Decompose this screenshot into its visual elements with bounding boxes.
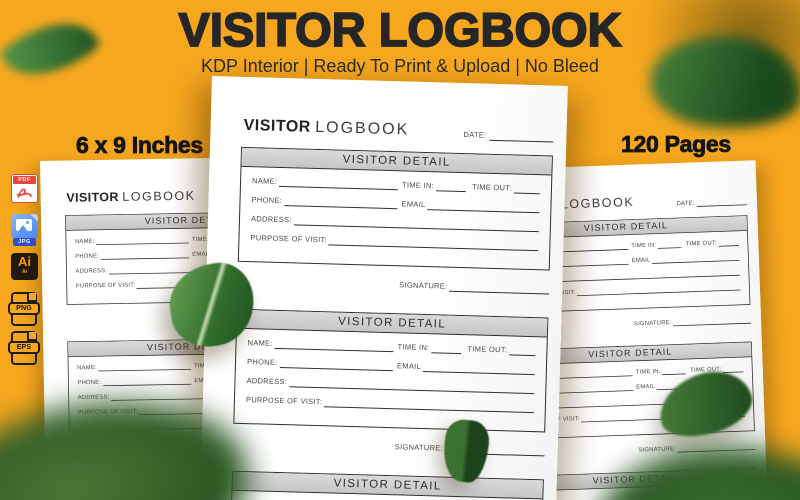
blank-line xyxy=(662,370,686,376)
pdf-icon: PDF xyxy=(11,174,38,203)
name-label: NAME: xyxy=(251,176,278,186)
name-label: NAME: xyxy=(247,338,273,348)
phone-label: PHONE: xyxy=(75,252,100,260)
promo-title: VISITOR LOGBOOK xyxy=(178,2,623,57)
phone-label: PHONE: xyxy=(77,378,102,386)
phone-label: PHONE: xyxy=(246,357,278,367)
signature-label: SIGNATURE: xyxy=(633,318,672,327)
address-label: ADDRESS: xyxy=(77,393,110,401)
visitor-detail-body: NAME: TIME IN: TIME OUT: PHONE: EMAIL AD… xyxy=(239,167,551,252)
blank-line xyxy=(696,198,747,207)
time-in-field: TIME IN: xyxy=(401,180,466,193)
blank-line xyxy=(509,350,536,357)
signature-field: SIGNATURE: xyxy=(633,312,752,328)
visitor-detail-block: VISITOR DETAIL NAME: TIME IN: TIME OUT: … xyxy=(233,308,549,457)
blank-line xyxy=(328,240,539,252)
purpose-label: PURPOSE OF VISIT: xyxy=(250,233,327,245)
visitor-detail-box: VISITOR DETAIL NAME: TIME IN: TIME OUT: … xyxy=(233,308,549,433)
date-label: DATE: xyxy=(463,130,487,140)
png-icon: PNG xyxy=(8,292,40,326)
sun-glyph xyxy=(26,221,29,224)
time-out-label: TIME OUT: xyxy=(467,344,508,355)
email-label: EMAIL xyxy=(401,199,426,210)
folded-corner xyxy=(27,293,36,302)
phone-label: PHONE: xyxy=(251,195,283,206)
email-label: EMAIL xyxy=(396,361,422,371)
date-label: DATE: xyxy=(676,199,695,207)
time-in-label: TIME IN: xyxy=(631,241,657,249)
time-in-label: TIME IN: xyxy=(397,342,430,353)
ai-icon: Ai Ai xyxy=(11,253,38,280)
purpose-field: PURPOSE OF VISIT: xyxy=(245,395,534,414)
time-out-field: TIME OUT: xyxy=(467,344,536,357)
visitor-detail-box: VISITOR DETAIL NAME: TIME IN: TIME OUT: … xyxy=(228,470,544,500)
acrobat-glyph xyxy=(16,188,32,198)
time-out-label: TIME OUT: xyxy=(471,182,512,193)
blocks-container: VISITOR DETAIL NAME: TIME IN: TIME OUT: … xyxy=(227,146,553,500)
blank-line xyxy=(718,242,739,247)
blank-line xyxy=(673,319,752,327)
eps-icon-label: EPS xyxy=(8,341,40,354)
logbook-title: VISITOR LOGBOOK xyxy=(66,189,195,205)
signature-label: SIGNATURE: xyxy=(638,444,677,454)
blank-line xyxy=(324,402,534,414)
visitor-detail-box: VISITOR DETAIL NAME: TIME IN: TIME OUT: … xyxy=(237,146,553,271)
blank-line xyxy=(431,348,462,355)
email-label: EMAIL xyxy=(636,382,656,391)
pages-badge: 120 Pages xyxy=(621,131,732,158)
ai-icon-label: Ai xyxy=(18,254,31,269)
purpose-label: PURPOSE OF VISIT: xyxy=(75,281,136,290)
visitor-detail-body: NAME: TIME IN: TIME OUT: PHONE: EMAIL AD… xyxy=(235,329,547,414)
purpose-field: PURPOSE OF VISIT: xyxy=(250,233,539,252)
folded-corner xyxy=(27,332,36,341)
mountain-glyph xyxy=(17,225,29,231)
folded-corner xyxy=(30,214,38,222)
time-out-label: TIME OUT: xyxy=(685,238,717,248)
ai-icon-small-label: Ai xyxy=(22,269,27,275)
blank-line xyxy=(435,186,466,193)
jpg-icon-label: JPG xyxy=(13,238,36,246)
signature-row: SIGNATURE: xyxy=(237,271,550,295)
photo-frame xyxy=(16,219,32,231)
photo-glyph xyxy=(11,214,38,239)
name-label: NAME: xyxy=(77,363,97,371)
blank-line xyxy=(657,244,682,249)
pdf-icon-label: PDF xyxy=(13,176,36,184)
date-field: DATE: xyxy=(676,197,747,207)
visitor-detail-block: VISITOR DETAIL NAME: TIME IN: TIME OUT: … xyxy=(237,146,553,295)
jpg-icon: JPG xyxy=(11,214,38,246)
logbook-title-light: LOGBOOK xyxy=(560,195,635,212)
time-in-field: TIME IN: xyxy=(397,342,462,355)
signature-label: SIGNATURE: xyxy=(399,280,448,291)
visitor-detail-block: VISITOR DETAIL NAME: TIME IN: TIME OUT: … xyxy=(228,470,544,500)
time-in-label: TIME IN: xyxy=(401,180,435,191)
blank-line xyxy=(513,188,540,195)
promo-subtitle: KDP Interior | Ready To Print & Upload |… xyxy=(201,56,599,76)
blank-line xyxy=(449,286,550,295)
logbook-title-light: LOGBOOK xyxy=(122,189,196,205)
blank-line xyxy=(576,286,741,297)
logbook-title-bold: VISITOR xyxy=(66,190,119,206)
purpose-label: PURPOSE OF VISIT: xyxy=(245,395,323,407)
size-badge: 6 x 9 Inches xyxy=(76,132,204,159)
address-label: ADDRESS: xyxy=(246,376,288,387)
png-icon-label: PNG xyxy=(8,302,40,315)
logbook-title: VISITOR LOGBOOK xyxy=(243,117,409,140)
date-field: DATE: xyxy=(463,130,554,143)
eps-icon: EPS xyxy=(8,331,40,365)
email-label: EMAIL xyxy=(631,256,651,264)
logbook-title-bold: VISITOR xyxy=(243,116,312,136)
blank-line xyxy=(489,131,554,143)
time-in-label: TIME IN: xyxy=(635,367,661,376)
signature-row: SIGNATURE: xyxy=(233,433,545,457)
address-label: ADDRESS: xyxy=(250,214,292,225)
logbook-title-light: LOGBOOK xyxy=(315,118,410,139)
signature-field: SIGNATURE: xyxy=(399,275,550,295)
address-label: ADDRESS: xyxy=(75,266,108,275)
name-label: NAME: xyxy=(74,237,95,245)
time-out-field: TIME OUT: xyxy=(471,182,540,195)
signature-label: SIGNATURE: xyxy=(394,442,444,453)
